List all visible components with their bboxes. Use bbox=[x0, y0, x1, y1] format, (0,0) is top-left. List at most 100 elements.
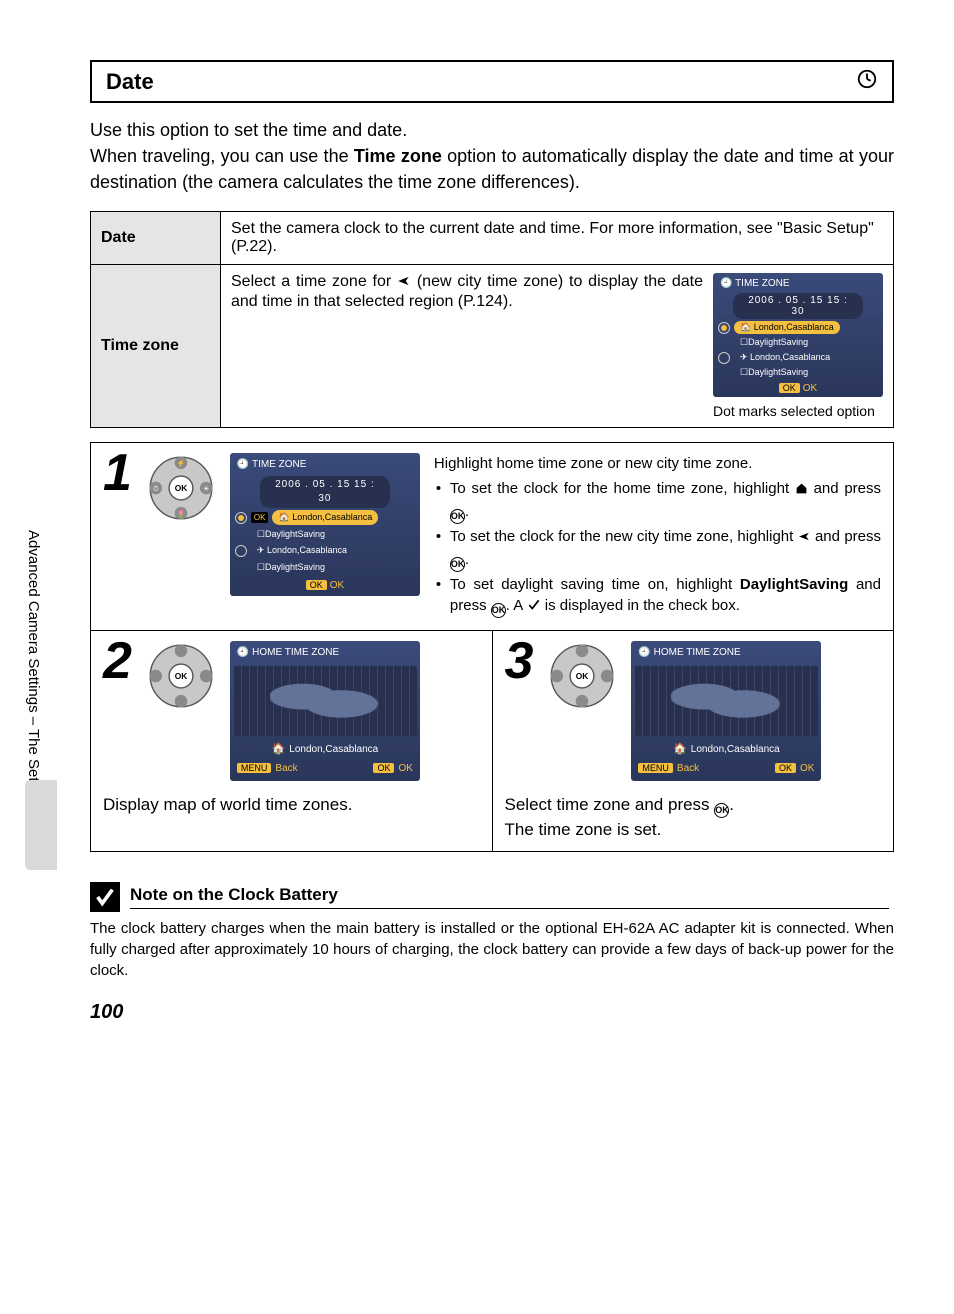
s3-menu-back: MENUBack bbox=[638, 762, 699, 776]
multi-selector-icon: OK ⚡ 🌷 ⏱ ☀ bbox=[146, 453, 216, 529]
s3-ok: OK OK bbox=[775, 762, 814, 776]
multi-selector-icon: OK bbox=[146, 641, 216, 717]
s1-ok-box: OK bbox=[306, 580, 327, 590]
page-number: 100 bbox=[90, 1001, 894, 1024]
s1-daylight-1-text: DaylightSaving bbox=[265, 529, 325, 539]
s1-daylight-2: ☐DaylightSaving bbox=[251, 560, 331, 575]
svg-text:☀: ☀ bbox=[203, 485, 209, 493]
s2-ok-text: OK bbox=[398, 763, 412, 774]
svg-text:OK: OK bbox=[175, 483, 188, 493]
opt-date-label: Date bbox=[91, 212, 221, 265]
s1-b3-pre: To set daylight saving time on, highligh… bbox=[450, 576, 740, 593]
intro-paragraph: Use this option to set the time and date… bbox=[90, 117, 894, 195]
s1-b3-end: is displayed in the check box. bbox=[541, 597, 740, 614]
s1-new-loc: ✈ London,Casablanca bbox=[251, 543, 353, 558]
lcd-daylight-1: ☐DaylightSaving bbox=[734, 336, 814, 349]
step-2-number: 2 bbox=[103, 641, 132, 683]
s3-cap-pre: Select time zone and press bbox=[505, 795, 715, 814]
step-1: 1 OK ⚡ 🌷 ⏱ ☀ 🕘 TIME ZONE 200 bbox=[91, 443, 894, 631]
intro-line2-pre: When traveling, you can use the bbox=[90, 146, 354, 166]
intro-line1: Use this option to set the time and date… bbox=[90, 120, 407, 140]
opt-date-desc: Set the camera clock to the current date… bbox=[221, 212, 894, 265]
s1-lcd-date: 2006 . 05 . 15 15 : 30 bbox=[260, 476, 390, 508]
s1-b1-post: and press bbox=[808, 480, 881, 497]
svg-text:OK: OK bbox=[576, 671, 589, 681]
step-3: 3 OK 🕘 HOME TIME ZONE bbox=[493, 631, 895, 852]
s1-radio-new-icon bbox=[235, 545, 247, 557]
lcd-timezone-small: 🕘 TIME ZONE 2006 . 05 . 15 15 : 30 🏠 Lon… bbox=[713, 273, 883, 397]
note-section: Note on the Clock Battery The clock batt… bbox=[90, 882, 894, 981]
s1-b2-post: and press bbox=[811, 528, 881, 545]
step-2-caption: Display map of world time zones. bbox=[103, 793, 480, 817]
s2-ok: OK OK bbox=[373, 762, 412, 776]
ok-icon: OK bbox=[714, 803, 729, 818]
s1-ok-txt: OK bbox=[330, 580, 344, 591]
opt-tz-desc: Select a time zone for (new city time zo… bbox=[231, 273, 703, 419]
s3-lcd-title: HOME TIME ZONE bbox=[654, 647, 741, 658]
step-1-text: Highlight home time zone or new city tim… bbox=[434, 453, 881, 620]
s1-b2-pre: To set the clock for the new city time z… bbox=[450, 528, 798, 545]
lcd-home-loc: 🏠 London,Casablanca bbox=[734, 321, 840, 334]
options-table: Date Set the camera clock to the current… bbox=[90, 211, 894, 428]
note-check-icon bbox=[90, 882, 120, 912]
lcd-tz-datetime: 2006 . 05 . 15 15 : 30 bbox=[733, 293, 863, 319]
s1-b3-bold: DaylightSaving bbox=[740, 576, 848, 593]
svg-text:🌷: 🌷 bbox=[177, 509, 186, 518]
s2-ok-box: OK bbox=[373, 763, 394, 773]
steps-grid: 1 OK ⚡ 🌷 ⏱ ☀ 🕘 TIME ZONE 200 bbox=[90, 442, 894, 852]
section-title: Date bbox=[106, 69, 154, 95]
s1-b1-pre: To set the clock for the home time zone,… bbox=[450, 480, 795, 497]
lcd-home-loc-text: London,Casablanca bbox=[754, 322, 834, 332]
lcd-new-loc-text: London,Casablanca bbox=[750, 352, 830, 362]
s3-back-text: Back bbox=[677, 763, 699, 774]
s1-daylight-1: ☐DaylightSaving bbox=[251, 527, 331, 542]
step-3-caption: Select time zone and press OK. The time … bbox=[505, 793, 882, 842]
ok-icon: OK bbox=[450, 509, 465, 524]
s3-cap-post: . bbox=[729, 795, 734, 814]
svg-text:⏱: ⏱ bbox=[153, 485, 159, 493]
step-3-number: 3 bbox=[505, 641, 534, 683]
s2-lcd-title: HOME TIME ZONE bbox=[252, 647, 339, 658]
s1-home-loc-text: London,Casablanca bbox=[292, 512, 372, 522]
lcd-daylight-2: ☐DaylightSaving bbox=[734, 366, 814, 379]
world-map-icon bbox=[233, 666, 417, 736]
step-3-lcd: 🕘 HOME TIME ZONE 🏠London,Casablanca MENU… bbox=[631, 641, 821, 786]
s2-back-text: Back bbox=[275, 763, 297, 774]
check-icon bbox=[527, 597, 541, 618]
step-1-lcd: 🕘 TIME ZONE 2006 . 05 . 15 15 : 30 OK🏠 L… bbox=[230, 453, 420, 602]
s1-bullet-3: To set daylight saving time on, highligh… bbox=[434, 574, 881, 618]
opt-tz-diagram: 🕘 TIME ZONE 2006 . 05 . 15 15 : 30 🏠 Lon… bbox=[713, 273, 883, 419]
s1-radio-home-icon bbox=[235, 512, 247, 524]
lcd-ok-row: OKOK bbox=[716, 382, 880, 394]
s3-cap-line2: The time zone is set. bbox=[505, 820, 662, 839]
lcd-new-loc: ✈ London,Casablanca bbox=[734, 351, 836, 364]
airplane-icon bbox=[798, 528, 811, 549]
radio-home-icon bbox=[718, 322, 730, 334]
s2-menu-back: MENUBack bbox=[237, 762, 298, 776]
s1-ok-hint: OK bbox=[251, 512, 269, 523]
s1-bullet-1: To set the clock for the home time zone,… bbox=[434, 478, 881, 524]
lcd-ok-box: OK bbox=[779, 383, 800, 393]
s1-lcd-ok: OKOK bbox=[233, 578, 417, 593]
step-1-number: 1 bbox=[103, 453, 132, 495]
svg-text:OK: OK bbox=[175, 671, 188, 681]
section-header: Date bbox=[90, 60, 894, 103]
lcd-tz-title: TIME ZONE bbox=[735, 278, 789, 289]
svg-text:⚡: ⚡ bbox=[177, 459, 186, 468]
radio-new-icon bbox=[718, 352, 730, 364]
s3-ok-box: OK bbox=[775, 763, 796, 773]
multi-selector-icon: OK bbox=[547, 641, 617, 717]
opt-tz-cell: Select a time zone for (new city time zo… bbox=[221, 265, 894, 428]
tz-caption: Dot marks selected option bbox=[713, 403, 883, 419]
lcd-daylight-1-text: DaylightSaving bbox=[748, 337, 808, 347]
ok-icon: OK bbox=[450, 557, 465, 572]
s1-bullet-2: To set the clock for the new city time z… bbox=[434, 526, 881, 572]
s1-b3-post: . A bbox=[506, 597, 527, 614]
lcd-ok-txt: OK bbox=[803, 383, 817, 394]
s3-ok-text: OK bbox=[800, 763, 814, 774]
s2-loc-text: London,Casablanca bbox=[289, 744, 378, 755]
note-title: Note on the Clock Battery bbox=[130, 885, 889, 909]
clock-icon bbox=[856, 68, 878, 95]
s3-loc: 🏠London,Casablanca bbox=[634, 740, 818, 759]
s2-loc: 🏠London,Casablanca bbox=[233, 740, 417, 759]
